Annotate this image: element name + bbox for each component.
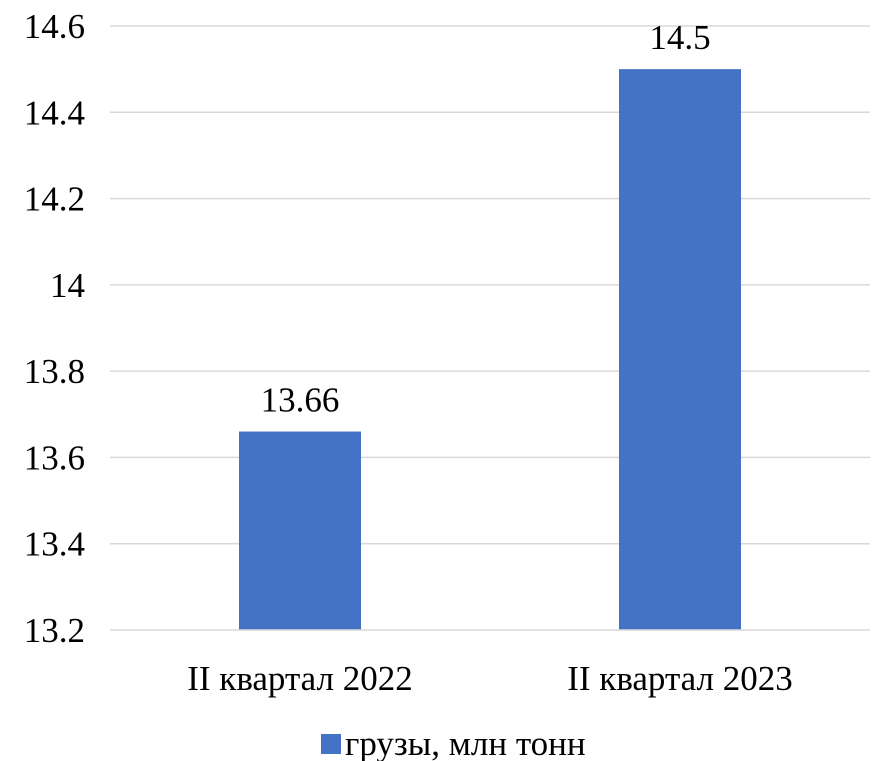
y-tick-label: 14.4	[24, 93, 85, 132]
bar-data-label: 13.66	[261, 381, 340, 420]
bar-data-label: 14.5	[649, 18, 710, 57]
x-axis-ticks: II квартал 2022 II квартал 2023	[187, 659, 792, 698]
legend: грузы, млн тонн	[321, 724, 586, 761]
legend-label: грузы, млн тонн	[345, 724, 586, 761]
bar	[239, 431, 361, 630]
bar	[619, 69, 741, 630]
y-tick-label: 14.2	[24, 180, 85, 219]
data-labels: 13.66 14.5	[261, 18, 711, 419]
bars	[239, 69, 741, 630]
x-tick-label: II квартал 2022	[187, 659, 412, 698]
y-tick-label: 13.4	[24, 525, 85, 564]
gridlines	[110, 25, 870, 545]
legend-swatch	[321, 734, 341, 754]
y-tick-label: 13.2	[24, 611, 85, 650]
y-tick-label: 14.6	[24, 7, 85, 46]
x-tick-label: II квартал 2023	[567, 659, 792, 698]
y-tick-label: 13.8	[24, 352, 85, 391]
y-tick-label: 14	[50, 266, 85, 305]
y-tick-label: 13.6	[24, 438, 85, 477]
y-axis-ticks: 13.2 13.4 13.6 13.8 14 14.2 14.4 14.6	[24, 7, 85, 650]
